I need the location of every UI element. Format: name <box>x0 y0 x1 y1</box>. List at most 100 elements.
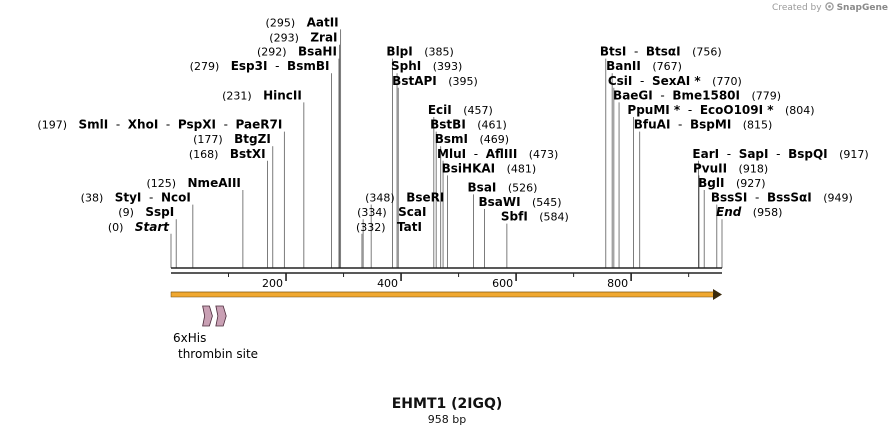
enzyme-name[interactable]: SmlI <box>78 118 108 132</box>
site-label-aatii: (295) AatII <box>266 15 339 29</box>
orf-arrowhead <box>713 289 722 300</box>
site-label-sspi: (9) SspI <box>118 205 174 219</box>
site-label-bstapi: BstAPI (395) <box>392 74 478 88</box>
enzyme-name[interactable]: EcoO109I * <box>700 103 774 117</box>
enzyme-name[interactable]: NcoI <box>161 191 191 205</box>
site-label-btgzi: (177) BtgZI <box>193 132 271 146</box>
enzyme-name[interactable]: BtsI <box>600 45 627 59</box>
enzyme-name[interactable]: XhoI <box>128 118 159 132</box>
site-label-smli: (197) SmlI - XhoI - PspXI - PaeR7I <box>37 118 282 132</box>
site-label-banii: BanII (767) <box>606 59 682 73</box>
site-position: (279) <box>190 60 220 73</box>
site-lines <box>170 29 723 268</box>
enzyme-name[interactable]: PaeR7I <box>236 118 283 132</box>
site-label-esp3i: (279) Esp3I - BsmBI <box>190 59 330 73</box>
enzyme-name[interactable]: Start <box>135 220 170 234</box>
enzyme-name[interactable]: AflIII <box>486 147 518 161</box>
enzyme-name[interactable]: BglI <box>698 176 724 190</box>
site-position: (197) <box>37 119 67 132</box>
enzyme-name[interactable]: BfuAI <box>634 118 671 132</box>
enzyme-name[interactable]: BstXI <box>230 147 266 161</box>
feature-thrombin-site[interactable] <box>215 305 227 327</box>
site-separator: - <box>108 118 128 132</box>
site-label-sphi: SphI (393) <box>391 59 462 73</box>
site-label-bsahi: (292) BsaHI <box>257 45 337 59</box>
enzyme-name[interactable]: SphI <box>391 59 421 73</box>
site-label-eari: EarI - SapI - BspQI (917) <box>692 147 868 161</box>
enzyme-name[interactable]: SspI <box>145 205 174 219</box>
site-label-bfuai: BfuAI - BspMI (815) <box>634 118 773 132</box>
enzyme-name[interactable]: BspQI <box>788 147 828 161</box>
enzyme-name[interactable]: ScaI <box>398 205 426 219</box>
enzyme-name[interactable]: ZraI <box>310 31 337 45</box>
site-label-ecii: EciI (457) <box>428 103 493 117</box>
title-block: EHMT1 (2IGQ) 958 bp <box>0 396 894 426</box>
enzyme-name[interactable]: BsmBI <box>287 59 329 73</box>
site-separator: - <box>216 118 236 132</box>
enzyme-name[interactable]: SbfI <box>501 210 528 224</box>
site-label-blpi: BlpI (385) <box>386 45 453 59</box>
enzyme-name[interactable]: SapI <box>739 147 769 161</box>
enzyme-name[interactable]: End <box>716 205 742 219</box>
enzyme-name[interactable]: BspMI <box>690 118 731 132</box>
credit-text: Created by <box>772 3 822 13</box>
enzyme-name[interactable]: StyI <box>115 191 142 205</box>
enzyme-name[interactable]: BssSαI <box>767 191 812 205</box>
enzyme-name[interactable]: BstAPI <box>392 74 437 88</box>
site-separator: - <box>670 118 690 132</box>
enzyme-name[interactable]: BsaWI <box>478 195 520 209</box>
enzyme-name[interactable]: BlpI <box>386 45 412 59</box>
orf-bar[interactable] <box>170 291 715 298</box>
enzyme-name[interactable]: MluI <box>437 147 466 161</box>
enzyme-name[interactable]: TatI <box>397 220 422 234</box>
site-label-ppumi: PpuMI * - EcoO109I * (804) <box>627 103 814 117</box>
enzyme-name[interactable]: BanII <box>606 59 641 73</box>
snapgene-logo-icon <box>824 2 834 14</box>
enzyme-name[interactable]: Esp3I <box>231 59 268 73</box>
enzyme-name[interactable]: BstBI <box>430 118 466 132</box>
enzyme-name[interactable]: BsiHKAI <box>442 161 496 175</box>
enzyme-name[interactable]: PvuII <box>693 161 727 175</box>
enzyme-name[interactable]: BsmI <box>435 132 468 146</box>
site-position: (917) <box>839 148 869 161</box>
site-label-sbfi: SbfI (584) <box>501 210 569 224</box>
site-position: (473) <box>529 148 559 161</box>
site-position: (295) <box>266 16 296 29</box>
feature-6xhis[interactable] <box>202 305 213 327</box>
enzyme-name[interactable]: EciI <box>428 103 452 117</box>
site-label-nmeaiii: (125) NmeAIII <box>146 176 240 190</box>
enzyme-name[interactable]: NmeAIII <box>188 176 241 190</box>
ruler-label-800: 800 <box>607 277 628 290</box>
enzyme-name[interactable]: BtgZI <box>234 132 271 146</box>
site-position: (461) <box>477 119 507 132</box>
enzyme-name[interactable]: HincII <box>263 88 302 102</box>
site-label-baegi: BaeGI - Bme1580I (779) <box>613 88 781 102</box>
enzyme-name[interactable]: BaeGI <box>613 88 653 102</box>
site-position: (545) <box>532 196 562 209</box>
site-position: (292) <box>257 46 287 59</box>
enzyme-name[interactable]: BssSI <box>711 191 748 205</box>
enzyme-name[interactable]: BsaHI <box>298 45 337 59</box>
enzyme-name[interactable]: Bme1580I <box>672 88 740 102</box>
enzyme-name[interactable]: EarI <box>692 147 719 161</box>
site-label-zrai: (293) ZraI <box>269 31 337 45</box>
enzyme-name[interactable]: SexAI * <box>652 74 701 88</box>
site-position: (767) <box>652 60 682 73</box>
enzyme-name[interactable]: PspXI <box>178 118 216 132</box>
enzyme-name[interactable]: BtsαI <box>646 45 681 59</box>
site-separator: - <box>768 147 788 161</box>
site-position: (395) <box>448 75 478 88</box>
site-label-bseri: (348) BseRI <box>365 191 444 205</box>
site-position: (385) <box>424 46 454 59</box>
enzyme-name[interactable]: PpuMI * <box>627 103 681 117</box>
site-position: (481) <box>507 162 537 175</box>
site-labels: (0) Start(9) SspI(38) StyI - NcoI(125) N… <box>37 15 868 233</box>
site-position: (804) <box>785 104 815 117</box>
site-label-scai: (334) ScaI <box>357 205 426 219</box>
enzyme-name[interactable]: AatII <box>307 15 339 29</box>
site-position: (177) <box>193 133 223 146</box>
sequence-map: (0) Start(9) SspI(38) StyI - NcoI(125) N… <box>37 15 868 361</box>
enzyme-name[interactable]: BsaI <box>468 180 497 194</box>
enzyme-name[interactable]: BseRI <box>406 191 444 205</box>
enzyme-name[interactable]: CsiI <box>608 74 633 88</box>
